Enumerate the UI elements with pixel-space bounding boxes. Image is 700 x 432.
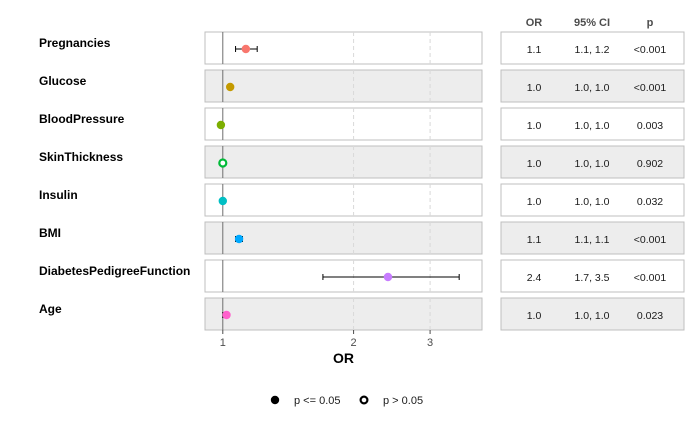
plot-panel <box>204 69 483 103</box>
point-estimate <box>222 310 231 320</box>
table-panel <box>500 259 685 293</box>
table-panel <box>500 221 685 255</box>
plot-panel <box>204 297 483 331</box>
or-value: 2.4 <box>527 272 542 284</box>
table-panel <box>500 31 685 65</box>
variable-label: Glucose <box>39 74 87 88</box>
x-tick-label: 3 <box>427 337 433 349</box>
ci-value: 1.0, 1.0 <box>574 310 609 322</box>
point-estimate <box>218 196 227 206</box>
or-value: 1.0 <box>527 120 542 132</box>
table-panel <box>500 145 685 179</box>
legend-label: p <= 0.05 <box>294 395 341 407</box>
point-estimate <box>216 120 226 130</box>
ci-value: 1.7, 3.5 <box>574 272 609 284</box>
table-header-1: 95% CI <box>574 17 610 29</box>
ci-value: 1.0, 1.0 <box>574 82 609 94</box>
variable-label: SkinThickness <box>39 150 123 164</box>
or-value: 1.0 <box>527 196 542 208</box>
p-value: 0.032 <box>637 196 663 208</box>
plot-panel <box>204 183 483 217</box>
or-value: 1.1 <box>527 44 542 56</box>
x-tick-label: 1 <box>220 337 226 349</box>
ci-value: 1.1, 1.1 <box>574 234 609 246</box>
variable-label: Insulin <box>39 188 78 202</box>
plot-panel <box>204 221 483 255</box>
plot-panel <box>204 259 483 293</box>
legend-filled-marker <box>270 395 280 405</box>
table-panel <box>500 183 685 217</box>
point-estimate <box>218 158 228 168</box>
ci-value: 1.0, 1.0 <box>574 196 609 208</box>
legend-label: p > 0.05 <box>383 395 423 407</box>
legend-open-marker <box>359 395 369 405</box>
point-estimate <box>225 82 235 92</box>
table-header-2: p <box>647 17 654 29</box>
p-value: 0.023 <box>637 310 663 322</box>
variable-label: Age <box>39 302 62 316</box>
variable-label: Pregnancies <box>39 36 111 50</box>
table-header-0: OR <box>526 17 543 29</box>
table-panel <box>500 69 685 103</box>
ci-value: 1.0, 1.0 <box>574 158 609 170</box>
p-value: <0.001 <box>634 272 667 284</box>
plot-panel <box>204 31 483 65</box>
p-value: <0.001 <box>634 82 667 94</box>
point-estimate <box>241 44 251 54</box>
or-value: 1.0 <box>527 158 542 170</box>
point-estimate <box>383 272 393 282</box>
variable-label: DiabetesPedigreeFunction <box>39 264 190 278</box>
x-axis-title: OR <box>333 350 354 366</box>
or-value: 1.1 <box>527 234 542 246</box>
or-value: 1.0 <box>527 310 542 322</box>
table-panel <box>500 107 685 141</box>
plot-panel <box>204 145 483 179</box>
ci-value: 1.0, 1.0 <box>574 120 609 132</box>
p-value: <0.001 <box>634 234 667 246</box>
table-panel <box>500 297 685 331</box>
x-tick-label: 2 <box>351 337 357 349</box>
p-value: <0.001 <box>634 44 667 56</box>
ci-value: 1.1, 1.2 <box>574 44 609 56</box>
variable-label: BMI <box>39 226 61 240</box>
point-estimate <box>234 234 244 244</box>
p-value: 0.902 <box>637 158 663 170</box>
or-value: 1.0 <box>527 82 542 94</box>
variable-label: BloodPressure <box>39 112 125 126</box>
plot-panel <box>204 107 483 141</box>
p-value: 0.003 <box>637 120 663 132</box>
